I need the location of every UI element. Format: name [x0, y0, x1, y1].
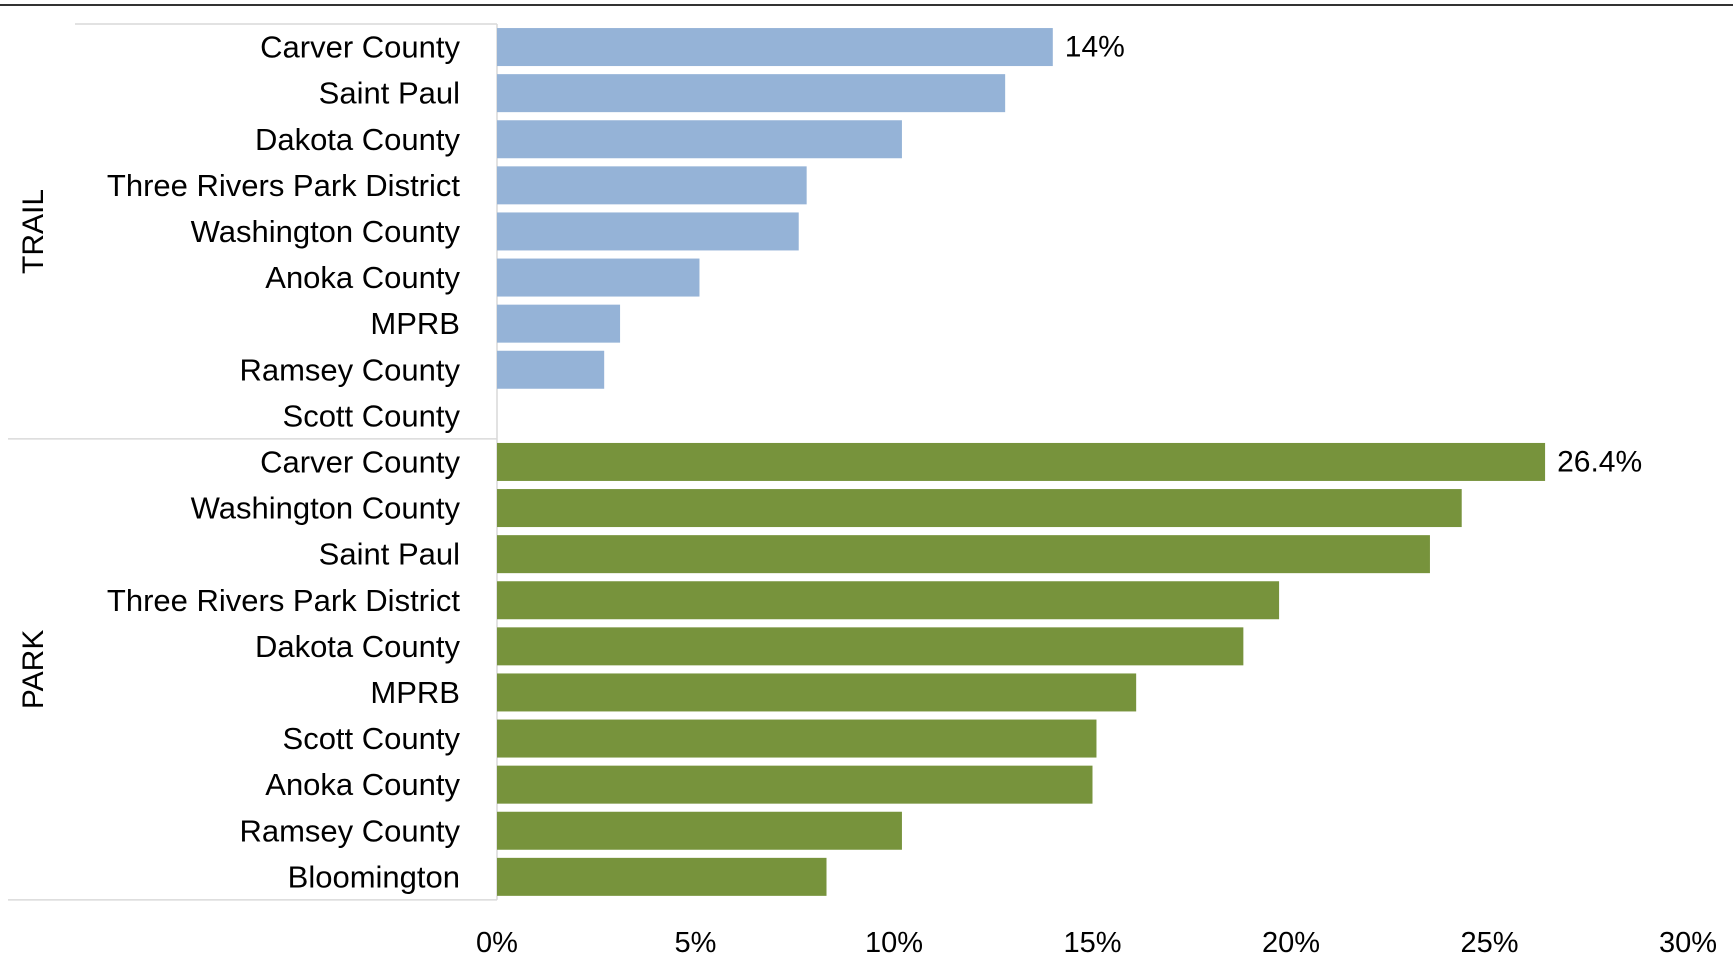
category-label: Scott County: [283, 398, 461, 433]
category-label: Anoka County: [265, 767, 460, 802]
x-tick-label: 30%: [1659, 927, 1717, 959]
data-labels: 14% 26.4%: [1065, 31, 1642, 479]
bar: [497, 304, 621, 343]
bar: [497, 166, 807, 205]
bar: [497, 627, 1244, 666]
bar: [497, 212, 799, 251]
group-labels: TRAIL PARK: [17, 189, 50, 709]
bar: [497, 765, 1093, 804]
category-label: Saint Paul: [319, 537, 460, 572]
bar: [497, 581, 1280, 620]
bars: [497, 28, 1546, 896]
bar: [497, 442, 1546, 481]
bar: [497, 811, 902, 850]
bar: [497, 350, 605, 389]
x-axis-ticks: 0% 5% 10% 15% 20% 25% 30%: [476, 927, 1717, 959]
category-label: Washington County: [191, 491, 461, 526]
bar: [497, 74, 1006, 113]
bar: [497, 28, 1053, 67]
category-label: MPRB: [370, 675, 460, 710]
category-label: Three Rivers Park District: [107, 168, 460, 203]
bar: [497, 258, 700, 297]
category-label: Three Rivers Park District: [107, 583, 460, 618]
category-label: Saint Paul: [319, 76, 460, 111]
x-tick-label: 15%: [1063, 927, 1121, 959]
x-tick-label: 5%: [675, 927, 717, 959]
x-tick-label: 20%: [1262, 927, 1320, 959]
category-labels: Carver County Saint Paul Dakota County Thre…: [107, 30, 461, 895]
category-label: Carver County: [260, 444, 460, 479]
bar: [497, 120, 902, 159]
bar: [497, 719, 1097, 758]
category-label: Dakota County: [255, 629, 461, 664]
category-label: Anoka County: [265, 260, 460, 295]
bar: [497, 489, 1462, 528]
group-label: TRAIL: [17, 189, 50, 274]
category-label: MPRB: [370, 306, 460, 341]
x-tick-label: 25%: [1460, 927, 1518, 959]
data-label: 26.4%: [1557, 445, 1642, 478]
bar: [497, 673, 1137, 712]
group-label: PARK: [17, 630, 50, 709]
bar: [497, 535, 1430, 574]
bar: [497, 857, 827, 896]
category-label: Washington County: [191, 214, 461, 249]
category-label: Scott County: [283, 721, 461, 756]
category-label: Ramsey County: [239, 813, 460, 848]
data-label: 14%: [1065, 31, 1125, 64]
category-label: Dakota County: [255, 122, 461, 157]
category-label: Bloomington: [288, 859, 460, 894]
x-tick-label: 10%: [865, 927, 923, 959]
x-tick-label: 0%: [476, 927, 518, 959]
category-label: Carver County: [260, 30, 460, 65]
category-label: Ramsey County: [239, 352, 460, 387]
